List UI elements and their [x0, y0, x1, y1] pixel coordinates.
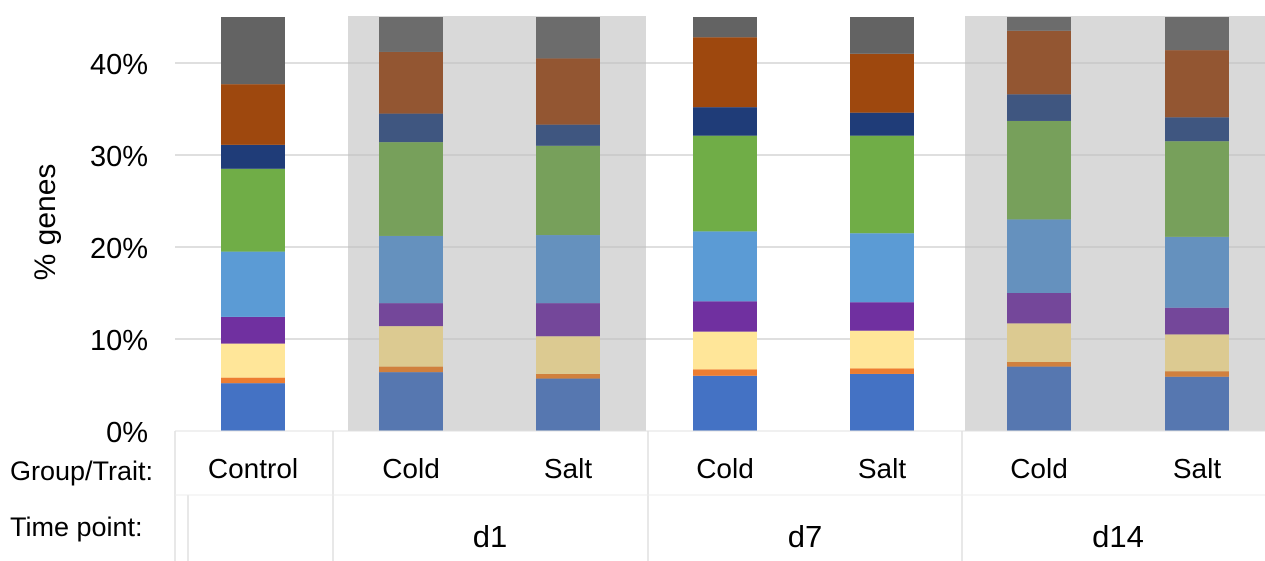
bar-segment	[379, 113, 443, 143]
y-tick-label: 0%	[106, 417, 148, 449]
bar-segment	[1165, 307, 1229, 335]
bar-segment	[850, 330, 914, 369]
bar-stack	[1007, 17, 1071, 431]
bar-segment	[693, 17, 757, 38]
bar-segment	[1165, 17, 1229, 51]
category-label: Cold	[1010, 453, 1068, 484]
time-point-row-label: Time point:	[10, 512, 143, 542]
bar-segment	[850, 17, 914, 54]
category-label: Cold	[382, 453, 440, 484]
bar-segment	[536, 378, 600, 431]
bar-segment	[850, 368, 914, 374]
bar-segment	[1165, 117, 1229, 142]
bar-segment	[536, 145, 600, 236]
bar-segment	[221, 168, 285, 252]
time-point-label: d1	[473, 519, 507, 554]
bar-segment	[221, 343, 285, 378]
bar-segment	[221, 251, 285, 317]
bar-segment	[379, 235, 443, 304]
bar-segment	[379, 372, 443, 431]
bar-segment	[379, 142, 443, 236]
category-label: Salt	[858, 453, 906, 484]
bar-segment	[221, 316, 285, 344]
bar-segment	[1165, 236, 1229, 308]
time-point-label: d7	[788, 519, 822, 554]
bar-segment	[379, 326, 443, 367]
bar-segment	[850, 302, 914, 331]
time-point-label: d14	[1092, 519, 1144, 554]
bar-segment	[850, 233, 914, 303]
bar-segment	[1165, 371, 1229, 377]
category-label: Cold	[696, 453, 754, 484]
group-trait-row-label: Group/Trait:	[10, 456, 153, 486]
bar-segment	[1165, 376, 1229, 431]
bar-segment	[693, 369, 757, 376]
bar-segment	[536, 17, 600, 59]
bar-segment	[693, 37, 757, 108]
bar-segment	[1007, 323, 1071, 362]
y-tick-label: 10%	[90, 325, 148, 357]
category-label: Salt	[544, 453, 592, 484]
bar-segment	[379, 303, 443, 327]
bar-segment	[693, 231, 757, 302]
bar-stack	[221, 17, 285, 431]
y-tick-label: 30%	[90, 141, 148, 173]
bar-segment	[850, 53, 914, 113]
bar-segment	[850, 373, 914, 431]
bar-segment	[221, 17, 285, 85]
bar-segment	[693, 375, 757, 431]
y-tick-label: 40%	[90, 49, 148, 81]
bar-segment	[1165, 334, 1229, 372]
bar-segment	[850, 112, 914, 136]
bar-segment	[693, 107, 757, 136]
category-label: Control	[208, 453, 298, 484]
bar-segment	[536, 373, 600, 379]
bar-segment	[1007, 362, 1071, 367]
y-tick-label: 20%	[90, 233, 148, 265]
bar-stack	[693, 17, 757, 431]
bar-segment	[536, 235, 600, 304]
bar-segment	[379, 366, 443, 373]
bar-segment	[221, 383, 285, 431]
y-axis-label: % genes	[29, 164, 62, 281]
bar-stack	[536, 17, 600, 431]
bar-segment	[1165, 50, 1229, 118]
bar-segment	[693, 135, 757, 232]
bars	[221, 17, 1229, 431]
category-label: Salt	[1173, 453, 1221, 484]
bar-segment	[1007, 17, 1071, 31]
bar-segment	[693, 301, 757, 332]
bar-segment	[1165, 141, 1229, 237]
bar-segment	[221, 377, 285, 384]
bar-segment	[850, 135, 914, 234]
bar-segment	[1007, 293, 1071, 324]
bar-segment	[1007, 366, 1071, 431]
bar-segment	[1007, 120, 1071, 220]
bar-stack	[1165, 17, 1229, 431]
bar-segment	[536, 303, 600, 337]
bar-segment	[1007, 219, 1071, 293]
bar-segment	[221, 144, 285, 169]
bar-segment	[379, 17, 443, 52]
bar-segment	[536, 124, 600, 146]
bar-segment	[536, 336, 600, 374]
bar-segment	[536, 58, 600, 125]
time-point-backgrounds	[348, 16, 1265, 431]
axis-labels: 0% 10% 20% 30% 40% % genes	[29, 49, 148, 449]
bar-segment	[1007, 94, 1071, 121]
bar-segment	[379, 51, 443, 114]
bar-segment	[693, 331, 757, 370]
bar-segment	[221, 84, 285, 145]
category-table: Group/Trait: Time point: Control Cold Salt Co…	[10, 430, 1265, 561]
bar-stack	[850, 17, 914, 431]
bar-segment	[1007, 30, 1071, 95]
bar-stack	[379, 17, 443, 431]
